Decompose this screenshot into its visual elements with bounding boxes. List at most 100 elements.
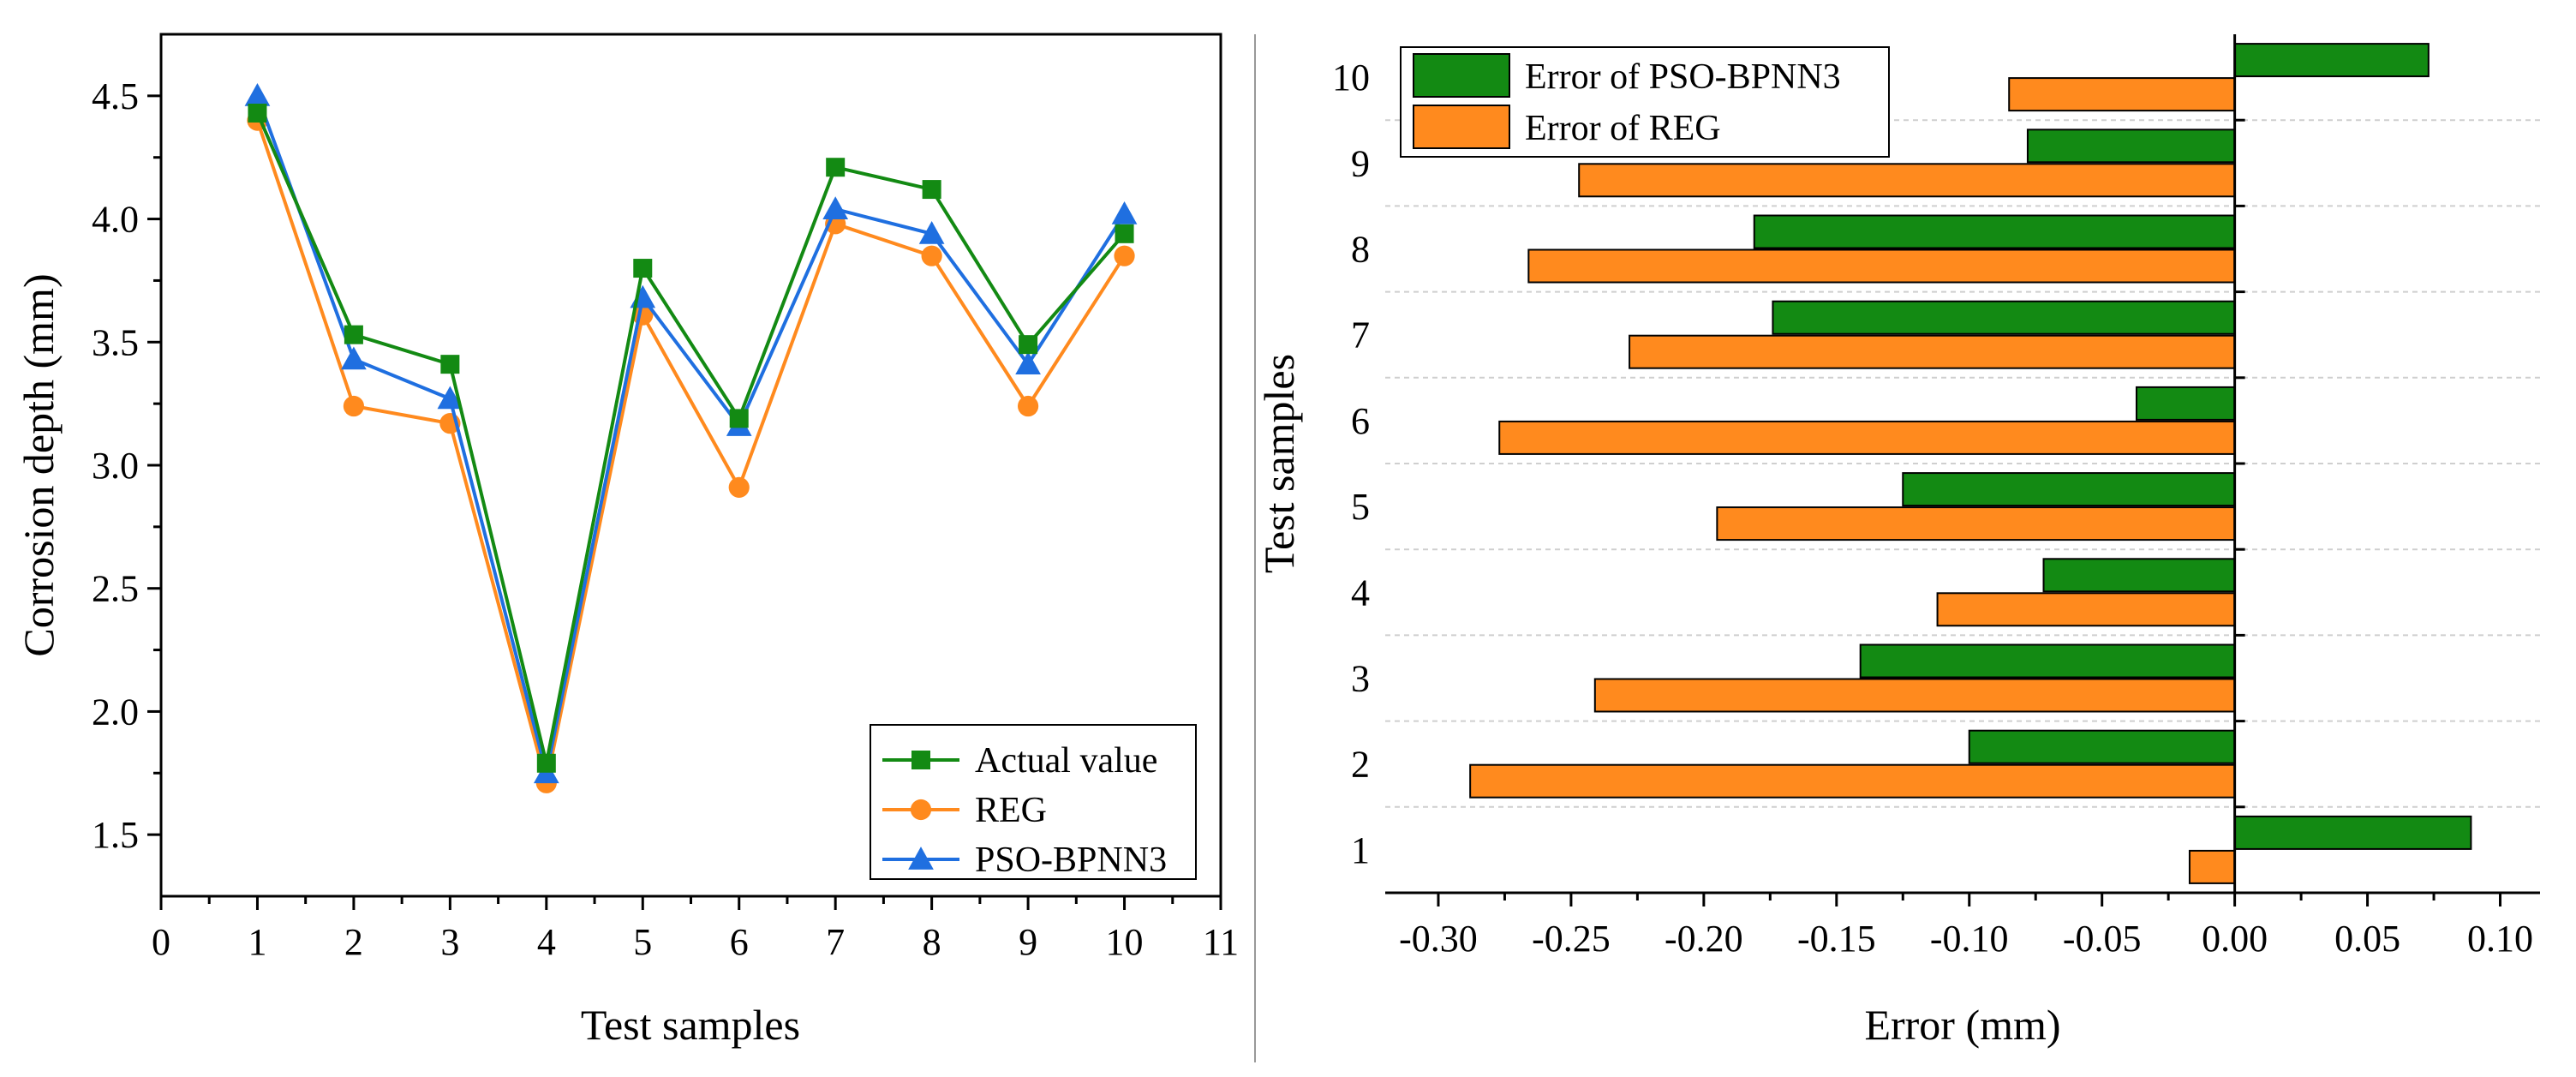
bar-error-of-reg-1 [2188,849,2236,884]
y-tick-label: 3.5 [92,321,139,363]
series-line [255,119,1127,784]
series-line [255,112,1127,764]
y-tick-label: 4 [1351,571,1370,613]
data-point [729,409,749,428]
series-line [255,95,1127,774]
data-point [343,395,365,417]
x-tick-label: -0.20 [1665,918,1743,960]
line-chart-x-ticks: 0 1 2 3 4 5 6 7 8 9 10 11 [152,896,1239,963]
bar-error-of-pso-bpnn3-5 [1902,472,2236,507]
x-tick-label: 5 [633,921,652,963]
y-tick-label: 1 [1351,829,1370,871]
legend-entry: Error of REG [1413,105,1721,149]
data-point [440,355,460,374]
y-tick-label: 2.0 [92,691,139,733]
data-point [921,245,942,266]
bar-chart-legend-entries: Error of PSO-BPNN3 Error of REG [1413,53,1841,149]
bar-error-of-pso-bpnn3-8 [1753,214,2236,249]
bar-error-of-reg-8 [1527,248,2236,284]
x-tick-label: 7 [826,921,845,963]
legend-entry: Error of PSO-BPNN3 [1413,53,1841,98]
data-point [630,284,656,308]
bar-error-of-pso-bpnn3-10 [2233,43,2430,78]
data-point [822,196,849,219]
bar-chart-x-axis-title: Error (mm) [1864,1001,2060,1049]
legend-label: PSO-BPNN3 [975,841,1167,880]
x-tick-label: -0.30 [1399,918,1478,960]
y-tick-label: 10 [1332,57,1370,99]
line-chart-legend: Actual value REG PSO-BPNN3 [870,724,1197,880]
y-tick-label: 9 [1351,142,1370,184]
x-tick-label: 8 [923,921,941,963]
legend-swatch [1413,53,1510,98]
x-tick-label: 9 [1019,921,1037,963]
bar-chart-legend: Error of PSO-BPNN3 Error of REG [1400,46,1890,158]
x-tick-label: 0.10 [2467,918,2533,960]
bar-error-of-pso-bpnn3-2 [1968,729,2236,764]
data-point [344,325,363,344]
bar-error-of-reg-5 [1716,506,2236,541]
legend-marker [911,751,930,769]
y-tick-label: 8 [1351,229,1370,271]
bar-error-of-pso-bpnn3-7 [1772,300,2236,335]
y-tick-label: 7 [1351,314,1370,356]
y-tick-label: 1.5 [92,814,139,856]
x-tick-label: 4 [537,921,556,963]
series-pso-bpnn3 [244,83,1138,784]
legend-swatch [1413,105,1510,149]
bar-error-of-reg-3 [1593,678,2236,713]
x-tick-label: 2 [344,921,363,963]
legend-label: Error of PSO-BPNN3 [1525,57,1841,97]
y-tick-label: 4.0 [92,199,139,241]
y-tick-label: 2 [1351,744,1370,786]
x-tick-label: 11 [1203,921,1239,963]
x-tick-label: 0 [152,921,170,963]
series-actual-value [248,103,1134,773]
data-point [437,386,463,410]
data-point [728,476,750,498]
x-tick-label: -0.05 [2063,918,2142,960]
x-tick-label: 0.00 [2202,918,2268,960]
bar-error-of-pso-bpnn3-6 [2135,386,2236,421]
bar-error-of-reg-4 [1936,592,2236,627]
bar-error-of-pso-bpnn3-4 [2042,558,2236,593]
data-point [1115,224,1134,243]
bar-error-of-pso-bpnn3-3 [1859,643,2236,679]
data-point [1114,245,1135,266]
bar-chart-bars [1469,43,2472,884]
legend-entry: REG [882,791,1047,830]
y-tick-label: 2.5 [92,568,139,610]
bar-error-of-reg-10 [2008,77,2236,112]
x-tick-label: -0.10 [1930,918,2009,960]
data-point [918,220,945,244]
legend-entry: Actual value [882,741,1157,781]
bar-error-of-reg-7 [1629,334,2236,369]
bar-chart-y-ticks: 1 2 3 4 5 6 7 8 9 10 [1332,57,2245,895]
bar-chart-gridlines [1385,119,2540,808]
y-tick-label: 5 [1351,486,1370,528]
legend-label: Actual value [975,741,1157,781]
x-tick-label: 0.05 [2334,918,2400,960]
data-point [922,180,941,200]
data-point [1111,200,1138,224]
legend-label: Error of REG [1525,109,1721,148]
x-tick-label: -0.25 [1532,918,1611,960]
data-point [244,83,271,106]
y-tick-label: 6 [1351,400,1370,442]
line-chart: 0 1 2 3 4 5 6 7 8 9 10 11 1.5 2.0 2.5 3.0 3.5 4.0 4.5 Tes… [15,33,1239,1049]
line-chart-marks [244,83,1138,793]
legend-marker [908,847,934,870]
bar-error-of-pso-bpnn3-9 [2026,129,2236,164]
bar-chart-y-axis-title: Test samples [1255,354,1303,573]
y-tick-label: 4.5 [92,75,139,117]
bar-error-of-reg-9 [1578,163,2236,198]
legend-label: REG [975,791,1047,830]
x-tick-label: -0.15 [1797,918,1876,960]
data-point [248,103,267,123]
line-chart-legend-entries: Actual value REG PSO-BPNN3 [882,741,1167,880]
line-chart-x-axis-title: Test samples [581,1001,800,1049]
line-chart-y-ticks: 1.5 2.0 2.5 3.0 3.5 4.0 4.5 [92,75,161,856]
data-point [826,158,846,177]
